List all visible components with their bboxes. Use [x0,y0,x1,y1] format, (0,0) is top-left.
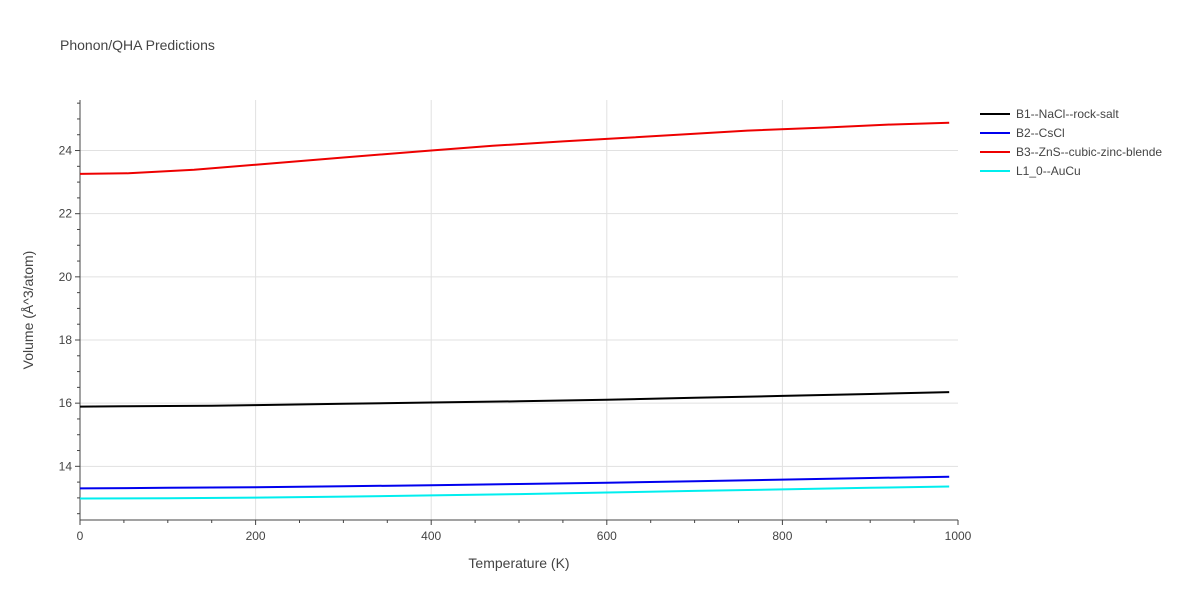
series-line [79,485,950,500]
x-tick-label: 800 [772,529,792,543]
legend: B1--NaCl--rock-salt B2--CsCl B3--ZnS--cubi… [980,107,1162,178]
x-tick-label: 400 [421,529,441,543]
y-axis-title: Volume (Å^3/atom) [20,251,36,370]
y-tick-label: 14 [59,459,73,473]
tick-labels: 0 200 400 600 800 1000 14 16 18 20 22 24 [59,144,972,543]
chart-title: Phonon/QHA Predictions [60,37,215,53]
x-tick-label: 1000 [945,529,972,543]
legend-entry: B1--NaCl--rock-salt [1016,107,1119,121]
y-tick-label: 20 [59,270,73,284]
legend-entry: B3--ZnS--cubic-zinc-blende [1016,145,1162,159]
series-line [79,121,950,175]
y-tick-label: 22 [59,207,73,221]
legend-entry: L1_0--AuCu [1016,164,1081,178]
series-line [79,391,950,408]
series-line [79,475,950,490]
x-tick-label: 600 [597,529,617,543]
y-tick-label: 16 [59,396,73,410]
y-tick-label: 24 [59,144,73,158]
grid [80,100,958,520]
x-tick-label: 0 [77,529,84,543]
x-axis-title: Temperature (K) [468,555,569,571]
x-tick-label: 200 [246,529,266,543]
axes [75,100,959,525]
series-lines [79,121,950,500]
legend-entry: B2--CsCl [1016,126,1065,140]
y-tick-label: 18 [59,333,73,347]
